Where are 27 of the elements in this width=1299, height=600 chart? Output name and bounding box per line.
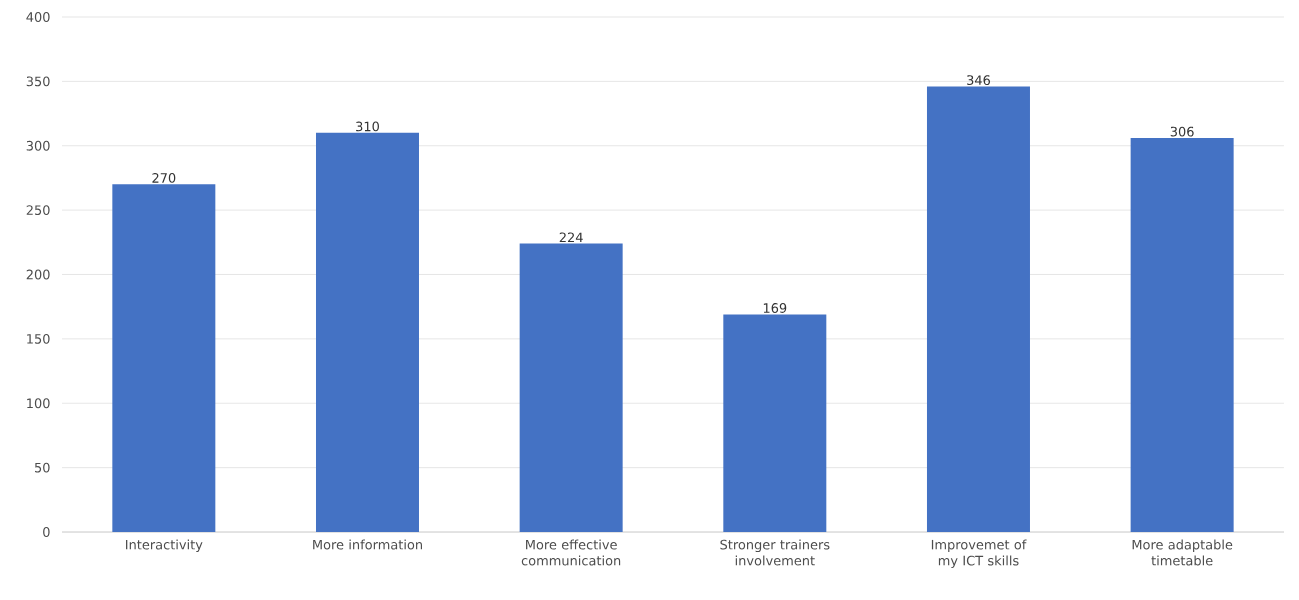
bar [926, 86, 1030, 532]
y-tick-label: 100 [27, 398, 50, 409]
x-tick-label: More information [313, 539, 422, 550]
bar [1130, 138, 1234, 532]
bar [315, 132, 419, 532]
y-tick-label: 50 [35, 462, 50, 473]
x-tick-label: More effective communication [521, 539, 621, 566]
data-label: 270 [152, 173, 176, 183]
data-label: 346 [967, 75, 991, 85]
bar [112, 184, 216, 532]
x-tick-label: More adaptable timetable [1132, 539, 1233, 566]
y-tick-label: 250 [26, 205, 50, 216]
y-tick-label: 350 [26, 76, 50, 87]
x-tick-label: Stronger trainers involvement [720, 539, 830, 566]
x-tick-label: Improvemet of my ICT skills [931, 539, 1027, 568]
data-label: 224 [559, 232, 583, 243]
y-tick-label: 0 [43, 527, 50, 537]
bar [723, 314, 827, 532]
data-label: 306 [1170, 126, 1194, 137]
y-tick-label: 150 [27, 333, 50, 344]
y-tick-label: 200 [26, 269, 50, 280]
y-tick-label: 400 [26, 12, 50, 22]
data-label: 169 [763, 303, 787, 313]
bar [519, 243, 623, 532]
data-label: 310 [356, 121, 379, 132]
y-tick-label: 300 [26, 140, 50, 151]
x-tick-label: Interactivity [126, 539, 203, 553]
